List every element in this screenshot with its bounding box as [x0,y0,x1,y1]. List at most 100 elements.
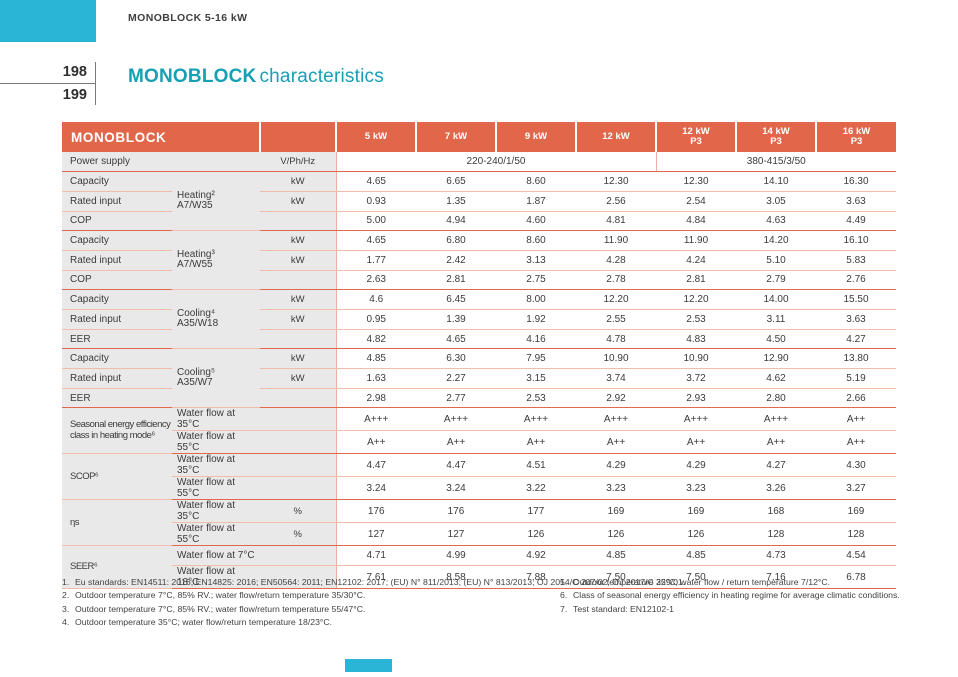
unit-column-header [260,122,337,152]
value-cell: 7.50 [656,565,736,590]
column-header: 14 kW P3 [736,122,817,152]
condition-point: A35/W18 [177,318,219,330]
value-cell: 11.90 [656,230,736,251]
value-cell: 8.60 [496,230,576,251]
footnote-number: 7. [560,603,568,614]
row-label-cell: EER [62,329,172,350]
value-cell: 4.29 [656,453,736,478]
condition-name: Heating³ [177,248,215,260]
value-cell: 168 [736,499,816,524]
value-cell: 1.77 [335,250,416,271]
value-cell: 4.82 [335,329,416,350]
value-cell: 4.60 [496,211,576,232]
row-label-cell: SEER⁶ [62,545,172,590]
value-cell: 2.77 [416,388,496,409]
value-cell: 2.54 [656,191,736,212]
value-cell: A++ [335,430,416,455]
condition-cell: Cooling⁴ A35/W18 [172,289,260,350]
value-cell: 127 [335,522,416,547]
value-cell: 2.93 [656,388,736,409]
value-cell: 16.10 [816,230,896,251]
value-cell: 7.16 [736,565,816,590]
value-cell: 2.55 [576,309,656,330]
value-cell: A++ [496,430,576,455]
footnote-text: Eu standards: EN14511: 2016; EN14825: 20… [75,577,686,587]
condition-point: A7/W55 [177,259,213,271]
row-label-cell: Seasonal energy efficiency class in heati… [62,407,172,455]
condition-cell: Water flow at 35°C [172,453,260,478]
page-number-bottom: 199 [62,87,87,103]
value-cell: 1.92 [496,309,576,330]
condition-cell: Water flow at 55°C [172,430,260,455]
condition-name: Cooling⁵ [177,366,216,378]
value-cell: 3.24 [335,476,416,501]
page-corner-marker [0,0,96,42]
value-cell: 11.90 [576,230,656,251]
spec-row: Rated input kW 1.63 2.27 3.15 3.74 3.72 4.62 5.1… [62,368,896,389]
value-cell: 0.93 [335,191,416,212]
condition-point: A35/W7 [177,377,213,389]
spec-row: COP 2.63 2.81 2.75 2.78 2.81 2.79 2.76 [62,270,896,291]
spec-row: Water flow at 18°C 7.61 8.58 7.88 7.50 7.50 7.… [62,565,896,590]
footnote-number: 3. [62,603,70,614]
footnotes-left: 1. Eu standards: EN14511: 2016; EN14825: … [62,576,685,630]
value-cell: 126 [496,522,576,547]
unit-cell [260,407,336,432]
unit-cell: % [260,522,336,547]
unit-cell: kW [260,171,336,192]
value-cell: 0.95 [335,309,416,330]
value-cell: 6.78 [816,565,896,590]
value-cell: 4.47 [335,453,416,478]
footnote-text: Outdoor temperature 35°C; water flow / r… [573,577,831,587]
unit-cell: kW [260,191,336,212]
value-cell: 14.00 [736,289,816,310]
column-header: 7 kW [416,122,497,152]
spec-row: Capacity Heating³ A7/W55 kW 4.65 6.80 8.60 11.9… [62,230,896,291]
value-cell: 126 [576,522,656,547]
spec-row: Rated input kW 0.95 1.39 1.92 2.55 2.53 3.11 3.6… [62,309,896,330]
value-cell: A++ [416,430,496,455]
footnote-text: Outdoor temperature 35°C; water flow/ret… [75,617,333,628]
spec-row: SEER⁶ Water flow at 7°C 4.71 4.99 4.92 4.85 4.… [62,545,896,590]
footnote-number: 5. [560,577,568,587]
footnote-text: Class of seasonal energy efficiency in h… [573,590,900,601]
footnote-item: 1. Eu standards: EN14511: 2016; EN14825: … [62,576,685,589]
value-cell: 169 [576,499,656,524]
value-cell: 3.23 [656,476,736,501]
footnote-item: 5. Outdoor temperature 35°C; water flow /… [560,576,900,589]
page-title-rest: characteristics [259,66,384,87]
value-cell: 6.80 [416,230,496,251]
spec-row: EER 2.98 2.77 2.53 2.92 2.93 2.80 2.66 [62,388,896,409]
value-cell: 4.30 [816,453,896,478]
row-label-cell: Rated input [62,309,172,330]
value-cell: 380-415/3/50 [655,152,896,173]
value-cell: A++ [736,430,816,455]
unit-cell [260,453,336,478]
value-cell: 8.60 [496,171,576,192]
spec-table: MONOBLOCK 5 kW 7 kW 9 kW 12 kW 12 kW P3 14 kW P3… [62,122,896,590]
value-cell: 1.39 [416,309,496,330]
value-cell: A+++ [496,407,576,432]
value-cell: 7.88 [496,565,576,590]
value-cell: 3.63 [816,309,896,330]
value-cell: 128 [816,522,896,547]
value-cell: A+++ [335,407,416,432]
condition-cell: Water flow at 35°C [172,499,260,524]
value-cell: 4.54 [816,545,896,567]
value-cell: 4.92 [496,545,576,567]
value-cell: 220-240/1/50 [335,152,656,173]
column-header: 16 kW P3 [816,122,896,152]
value-cell: 12.20 [576,289,656,310]
value-cell: 7.95 [496,348,576,370]
value-cell: A+++ [736,407,816,432]
value-cell: A+++ [656,407,736,432]
value-cell: 4.47 [416,453,496,478]
value-cell: A++ [576,430,656,455]
value-cell: 5.10 [736,250,816,271]
value-cell: 12.30 [656,171,736,192]
unit-cell [260,329,336,350]
value-cell: 4.85 [335,348,416,370]
footnote-text: Test standard: EN12102-1 [573,603,674,614]
unit-cell [260,545,336,567]
value-cell: 2.53 [656,309,736,330]
